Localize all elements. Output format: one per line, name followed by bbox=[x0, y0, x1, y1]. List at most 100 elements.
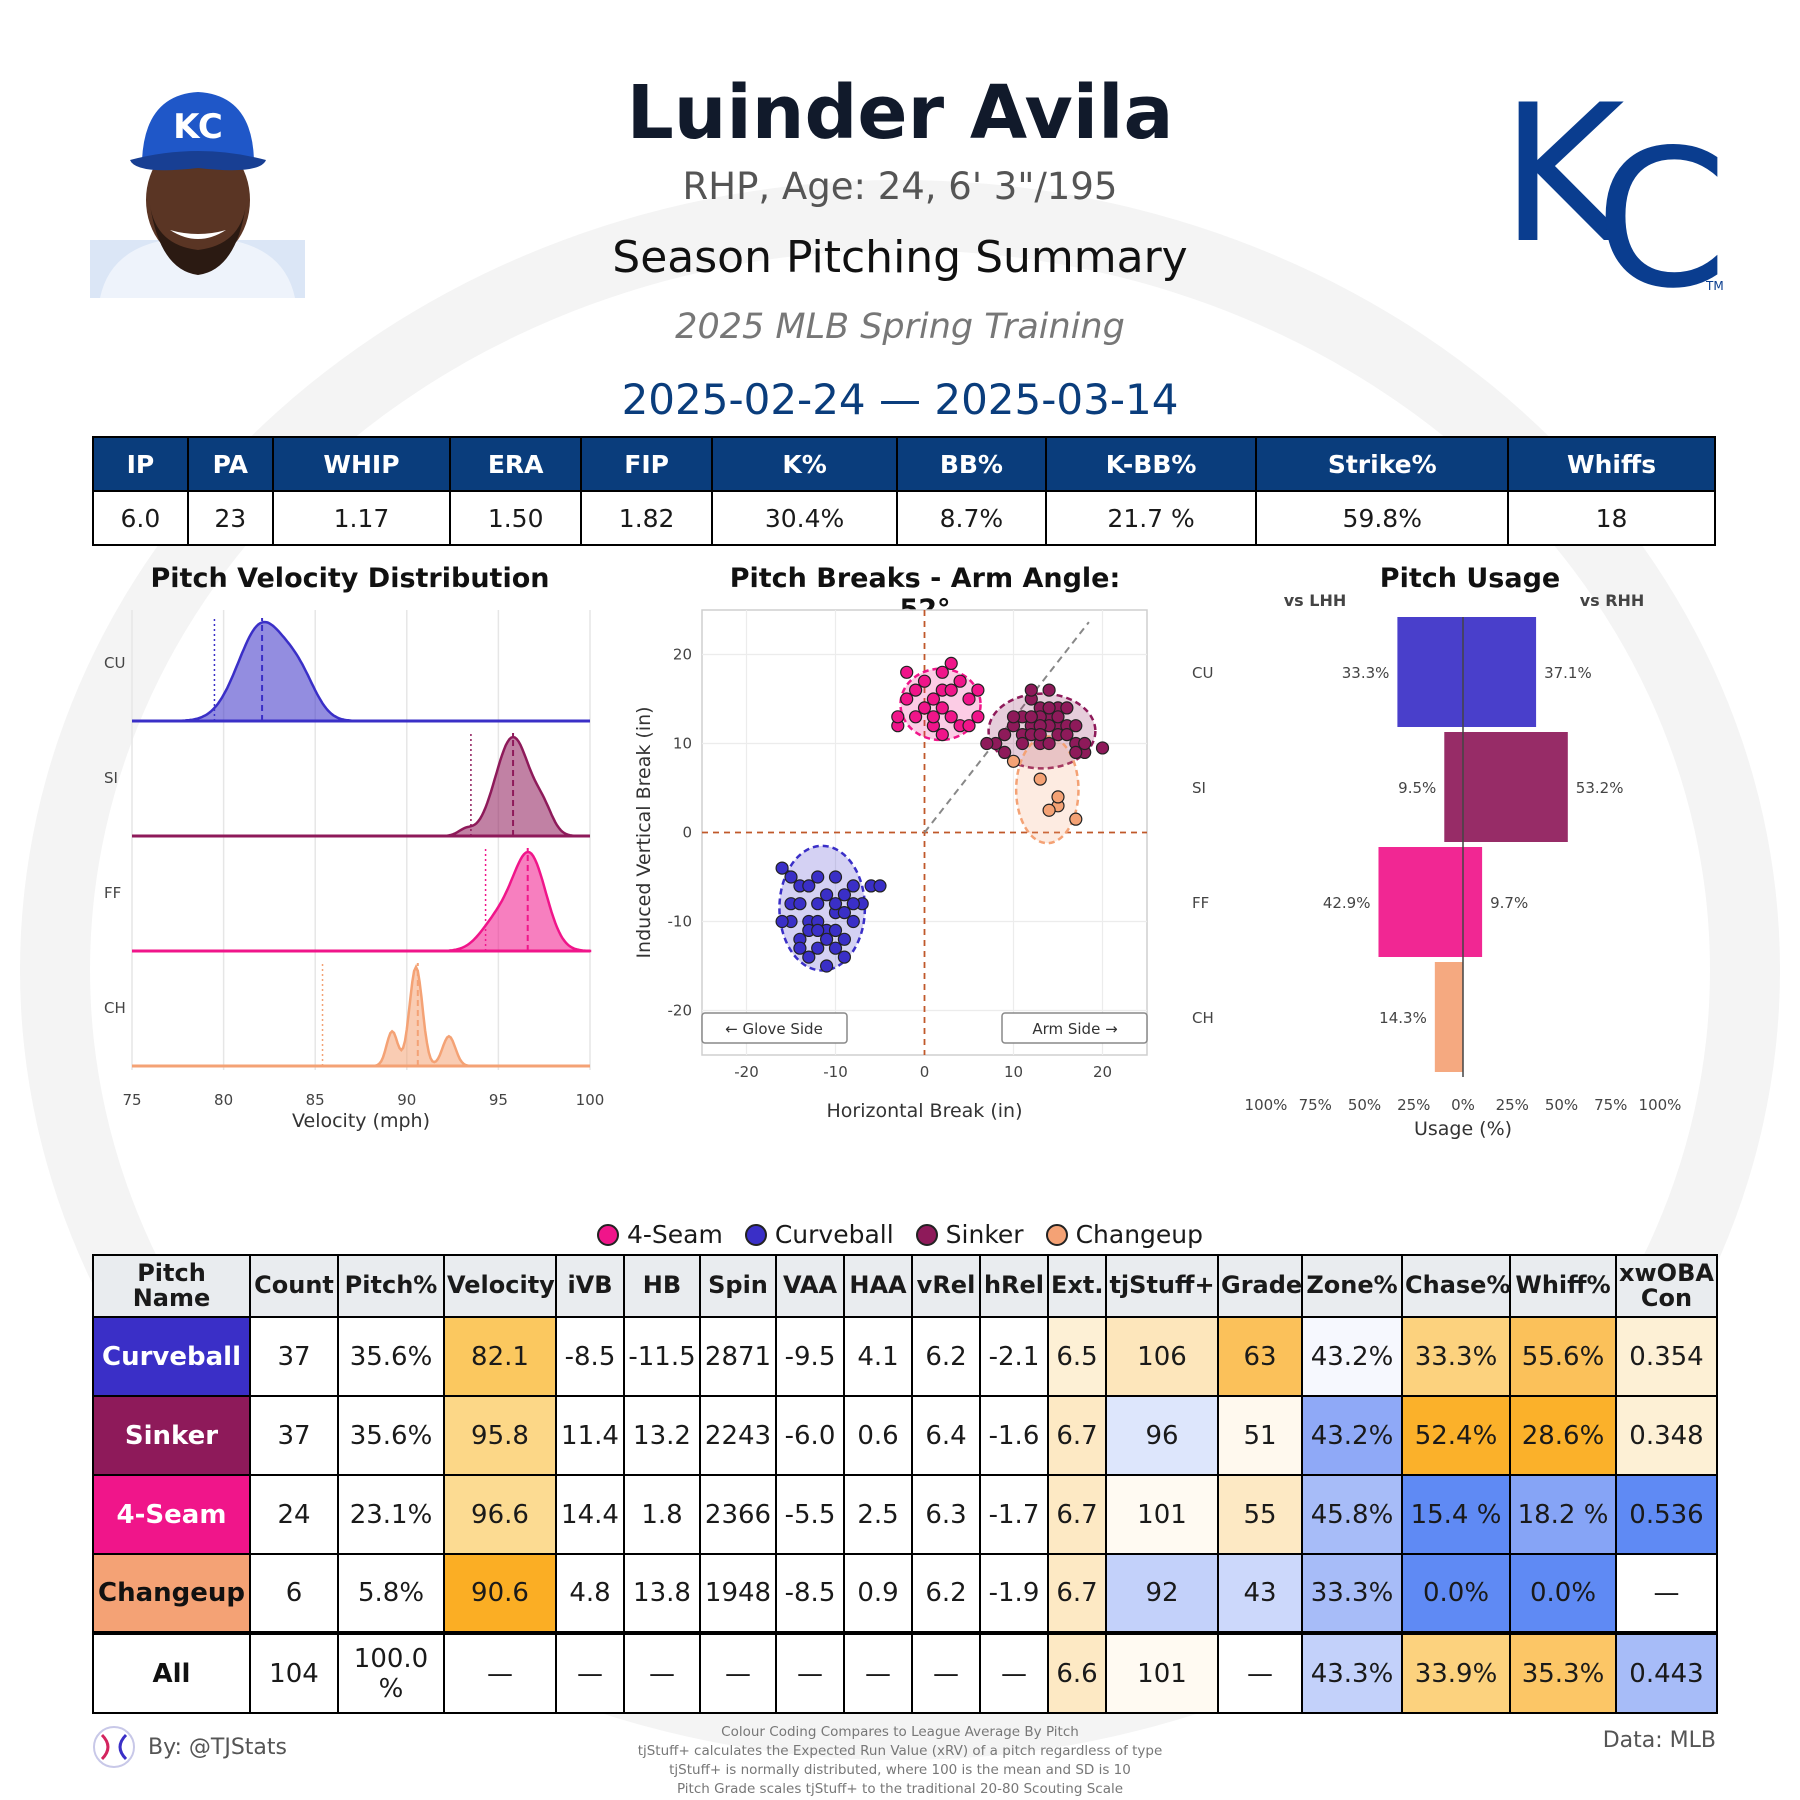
velocity-chart-title: Pitch Velocity Distribution bbox=[150, 563, 550, 594]
svg-text:C: C bbox=[1595, 109, 1725, 295]
pitch-metric-cell: -5.5 bbox=[775, 1474, 845, 1555]
legend-label: Sinker bbox=[945, 1220, 1024, 1249]
summary-stats-table: IP PA WHIP ERA FIP K% BB% K-BB% Strike% Whiffs 6.… bbox=[92, 436, 1716, 546]
velocity-row-label: CH bbox=[104, 999, 126, 1017]
pitch-metric-cell: 2871 bbox=[699, 1316, 777, 1397]
pitch-metric-cell: 6.7 bbox=[1047, 1553, 1107, 1634]
pitch-table-header-cell: Grade bbox=[1217, 1254, 1303, 1318]
break-point-FF bbox=[900, 692, 914, 706]
break-point-CU bbox=[828, 923, 843, 937]
x-tick-label: 25% bbox=[1397, 1096, 1430, 1114]
pitch-metric-cell: 6.3 bbox=[911, 1474, 981, 1555]
pitch-table-header-cell: Chase% bbox=[1401, 1254, 1511, 1318]
pitch-metric-cell: 106 bbox=[1105, 1316, 1219, 1397]
pitch-metric-cell: 0.0% bbox=[1509, 1553, 1617, 1634]
pitch-metric-cell: 1.8 bbox=[623, 1474, 701, 1555]
x-axis-label: Usage (%) bbox=[1414, 1118, 1512, 1140]
y-tick-label: 0 bbox=[682, 824, 692, 842]
break-point-CU bbox=[820, 888, 834, 902]
break-point-SI bbox=[998, 745, 1012, 759]
pitch-table-row: Curveball 37 35.6% 82.1 -8.5 -11.5 2871 -9.5 4.1… bbox=[92, 1316, 1718, 1397]
break-point-CU bbox=[828, 941, 843, 955]
footer-by-text: By: @TJStats bbox=[148, 1734, 288, 1760]
break-point-FF bbox=[935, 728, 949, 742]
break-point-FF bbox=[900, 665, 914, 679]
pitch-metric-cell: — bbox=[775, 1631, 845, 1714]
pitch-metric-cell: 2366 bbox=[699, 1474, 777, 1555]
pitch-table-row: 4-Seam 24 23.1% 96.6 14.4 1.8 2366 -5.5 2.5 6.3 -1… bbox=[92, 1474, 1718, 1555]
pitch-metric-cell: 55 bbox=[1217, 1474, 1303, 1555]
pitch-metric-cell: 37 bbox=[249, 1395, 339, 1476]
pitch-legend: 4-Seam Curveball Sinker Changeup bbox=[0, 1220, 1800, 1249]
velocity-density-CH bbox=[132, 964, 590, 1068]
pitch-metric-cell: 4.1 bbox=[843, 1316, 913, 1397]
break-point-SI bbox=[1006, 710, 1021, 724]
pitch-name-cell: 4-Seam bbox=[92, 1474, 251, 1555]
pitch-metric-cell: 14.4 bbox=[555, 1474, 625, 1555]
pitch-metric-cell: 0.0% bbox=[1401, 1553, 1511, 1634]
vs-lhh-label: vs LHH bbox=[1284, 591, 1347, 610]
usage-label-lhh: 14.3% bbox=[1379, 1009, 1427, 1027]
usage-bar-rhh-CU bbox=[1463, 617, 1537, 727]
usage-bar-rhh-FF bbox=[1463, 847, 1483, 957]
x-tick-label: 75 bbox=[122, 1091, 141, 1109]
summary-value-cell: 59.8% bbox=[1255, 490, 1510, 546]
break-point-CU bbox=[837, 906, 851, 920]
pitch-metric-cell: 96 bbox=[1105, 1395, 1219, 1476]
break-point-SI bbox=[1033, 728, 1047, 742]
pitch-table-header-cell: iVB bbox=[555, 1254, 625, 1318]
break-point-FF bbox=[909, 683, 923, 697]
pitch-table-header-cell: xwOBA Con bbox=[1615, 1254, 1718, 1318]
pitch-breaks-chart: -20 -10 0 10 20 20 10 0 -10 -20 Horizontal Break (… bbox=[633, 609, 1148, 1122]
break-point-CU bbox=[775, 861, 789, 875]
break-point-FF bbox=[891, 710, 905, 724]
pitch-metric-cell: -9.5 bbox=[775, 1316, 845, 1397]
break-point-CH bbox=[1069, 812, 1083, 826]
pitch-metric-cell: — bbox=[699, 1631, 777, 1714]
x-tick-label: 100 bbox=[576, 1091, 605, 1109]
x-tick-label: 50% bbox=[1545, 1096, 1578, 1114]
break-point-FF bbox=[926, 692, 940, 706]
break-point-CU bbox=[828, 870, 843, 884]
pitch-metric-cell: 101 bbox=[1105, 1474, 1219, 1555]
pitch-metric-cell: 96.6 bbox=[443, 1474, 557, 1555]
pitch-metric-cell: 6.2 bbox=[911, 1316, 981, 1397]
y-tick-label: -20 bbox=[668, 1002, 693, 1020]
pitch-name-cell: Sinker bbox=[92, 1395, 251, 1476]
usage-row-label: CU bbox=[1192, 664, 1213, 682]
date-range: 2025-02-24 — 2025-03-14 bbox=[621, 375, 1179, 424]
pitch-table-header-cell: Pitch% bbox=[337, 1254, 445, 1318]
pitch-metric-cell: 13.8 bbox=[623, 1553, 701, 1634]
pitch-metric-cell: — bbox=[1615, 1553, 1718, 1634]
break-point-FF bbox=[935, 701, 949, 715]
pitch-table-header-cell: vRel bbox=[911, 1254, 981, 1318]
legend-label: Changeup bbox=[1075, 1220, 1204, 1249]
usage-bar-lhh-FF bbox=[1378, 847, 1463, 957]
pitch-metric-cell: 28.6% bbox=[1509, 1395, 1617, 1476]
pitch-metric-cell: 4.8 bbox=[555, 1553, 625, 1634]
section-title: Season Pitching Summary bbox=[612, 232, 1188, 283]
x-tick-label: 75% bbox=[1299, 1096, 1332, 1114]
break-point-FF bbox=[909, 710, 923, 724]
summary-value-cell: 1.50 bbox=[449, 490, 583, 546]
pitch-metrics-table: Pitch Name Count Pitch% Velocity iVB HB Spin VA… bbox=[92, 1254, 1718, 1714]
x-tick-label: -10 bbox=[823, 1063, 848, 1081]
footer-note: tjStuff+ calculates the Expected Run Val… bbox=[637, 1743, 1163, 1759]
break-point-CU bbox=[837, 932, 851, 946]
break-point-CU bbox=[846, 897, 860, 911]
break-point-SI bbox=[980, 736, 994, 751]
break-point-SI bbox=[1051, 710, 1065, 724]
legend-dot-icon bbox=[596, 1223, 619, 1246]
pitch-metric-cell: 52.4% bbox=[1401, 1395, 1511, 1476]
pitch-metric-cell: 0.536 bbox=[1615, 1474, 1718, 1555]
pitch-metric-cell: -6.0 bbox=[775, 1395, 845, 1476]
pitch-metric-cell: 101 bbox=[1105, 1631, 1219, 1714]
team-logo: K C TM bbox=[1500, 80, 1725, 295]
break-point-FF bbox=[971, 683, 985, 697]
pitch-usage-chart: vs LHH vs RHH CU 33.3% 37.1% SI 9.5% 53.2% FF 42.… bbox=[1192, 591, 1681, 1140]
legend-dot-icon bbox=[744, 1223, 767, 1246]
pitch-metric-cell: -11.5 bbox=[623, 1316, 701, 1397]
summary-header-cell: IP bbox=[92, 436, 189, 492]
y-tick-label: 10 bbox=[673, 735, 692, 753]
pitch-metric-cell: -8.5 bbox=[775, 1553, 845, 1634]
